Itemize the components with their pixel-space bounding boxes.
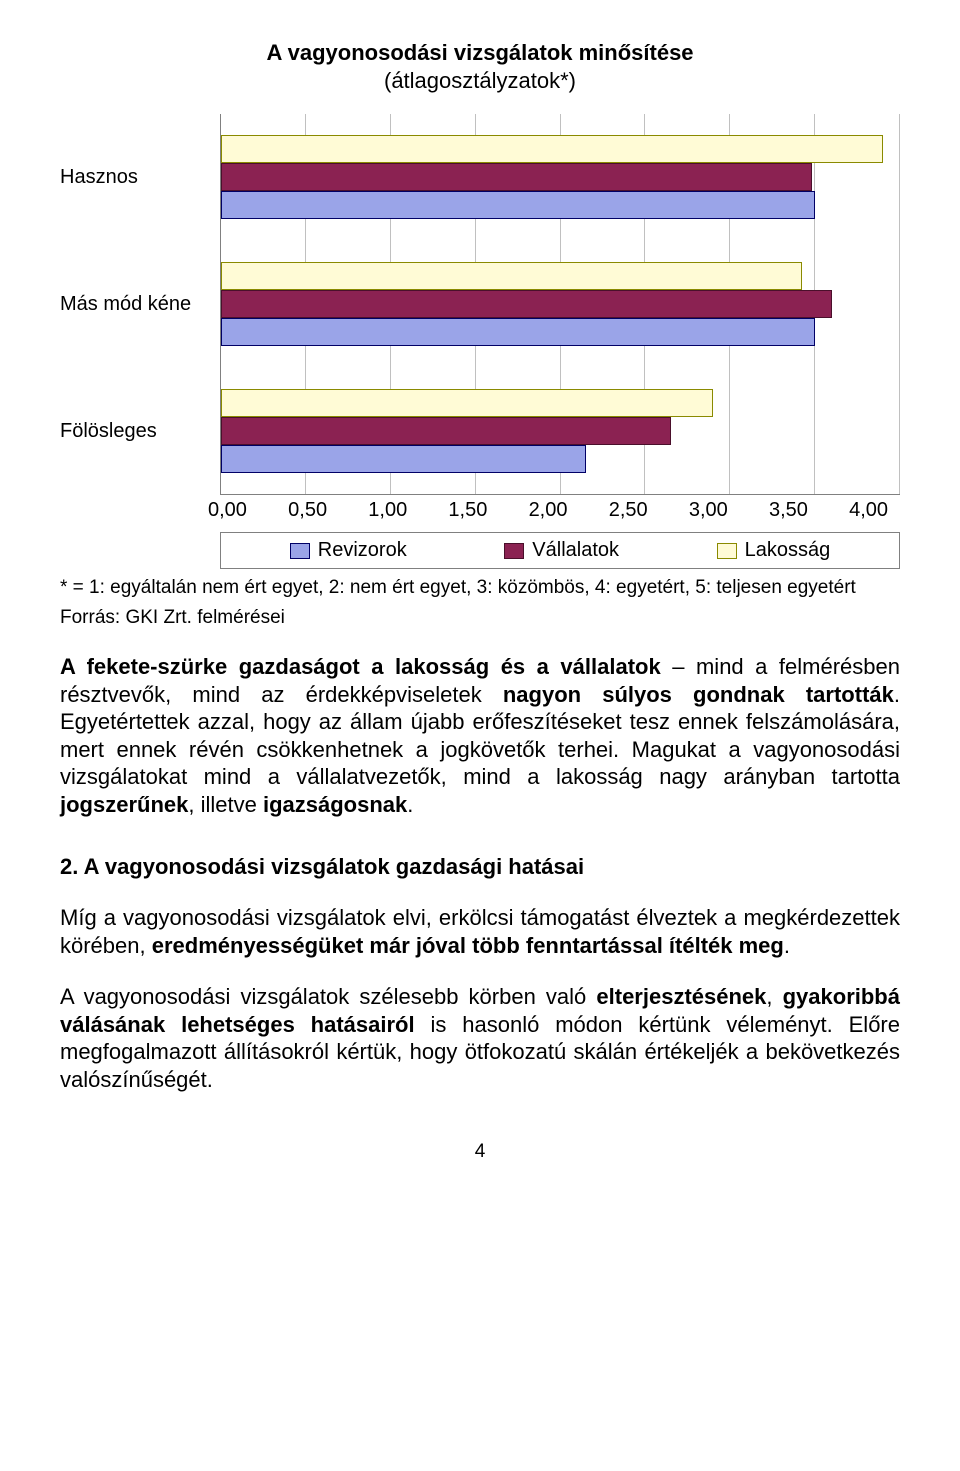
x-tick: 1,50 — [448, 499, 528, 522]
y-label: Fölösleges — [60, 372, 210, 492]
legend-label: Lakosság — [745, 539, 831, 562]
p1-bold-3: igazságosnak — [263, 792, 407, 817]
p3-text: A vagyonosodási vizsgálatok szélesebb kö… — [60, 984, 596, 1009]
p1-text: , illetve — [188, 792, 263, 817]
x-tick: 4,00 — [849, 499, 888, 522]
footnote-scale: * = 1: egyáltalán nem ért egyet, 2: nem … — [60, 577, 900, 599]
legend-label: Revizorok — [318, 539, 407, 562]
bar — [221, 290, 832, 318]
legend-label: Vállalatok — [532, 539, 619, 562]
bar — [221, 318, 815, 346]
chart-subtitle: (átlagosztályzatok*) — [60, 68, 900, 94]
p2-text: . — [784, 933, 790, 958]
page-number: 4 — [60, 1141, 900, 1163]
p3-text: , — [766, 984, 782, 1009]
p1-text: . — [407, 792, 413, 817]
x-tick: 0,00 — [208, 499, 288, 522]
y-label: Más mód kéne — [60, 245, 210, 365]
paragraph-2: Míg a vagyonosodási vizsgálatok elvi, er… — [60, 904, 900, 959]
legend-swatch — [717, 543, 737, 559]
y-axis-labels: Hasznos Más mód kéne Fölösleges — [60, 114, 220, 495]
legend-swatch — [290, 543, 310, 559]
bar-group — [221, 389, 900, 473]
legend: Revizorok Vállalatok Lakosság — [220, 532, 900, 569]
plot-area — [220, 114, 900, 495]
bar — [221, 191, 815, 219]
bar — [221, 417, 671, 445]
bar — [221, 445, 586, 473]
legend-item: Revizorok — [290, 539, 407, 562]
bar-group — [221, 262, 900, 346]
x-tick: 3,00 — [689, 499, 769, 522]
bar — [221, 262, 802, 290]
p1-bold-lead: A fekete-szürke gazdaságot a lakosság és… — [60, 654, 661, 679]
footnote-source: Forrás: GKI Zrt. felmérései — [60, 607, 900, 629]
p3-bold-1: elterjesztésének — [596, 984, 766, 1009]
x-tick: 0,50 — [288, 499, 368, 522]
legend-swatch — [504, 543, 524, 559]
legend-item: Lakosság — [717, 539, 831, 562]
chart-container: Hasznos Más mód kéne Fölösleges 0,000,50… — [60, 114, 900, 569]
paragraph-1: A fekete-szürke gazdaságot a lakosság és… — [60, 653, 900, 818]
p1-bold-2: jogszerűnek — [60, 792, 188, 817]
y-label: Hasznos — [60, 118, 210, 238]
chart-title: A vagyonosodási vizsgálatok minősítése — [60, 40, 900, 66]
x-tick: 2,50 — [609, 499, 689, 522]
bar-group — [221, 135, 900, 219]
x-tick: 1,00 — [368, 499, 448, 522]
bar — [221, 163, 812, 191]
bar — [221, 389, 713, 417]
section-heading: 2. A vagyonosodási vizsgálatok gazdasági… — [60, 854, 900, 880]
legend-item: Vállalatok — [504, 539, 619, 562]
p2-bold: eredményességüket már jóval több fenntar… — [152, 933, 784, 958]
bar — [221, 135, 883, 163]
p1-bold-1: nagyon súlyos gondnak tartották — [503, 682, 894, 707]
x-tick: 3,50 — [769, 499, 849, 522]
x-tick: 2,00 — [529, 499, 609, 522]
paragraph-3: A vagyonosodási vizsgálatok szélesebb kö… — [60, 983, 900, 1093]
bar-groups — [221, 114, 900, 494]
x-axis: 0,000,501,001,502,002,503,003,504,00 — [220, 499, 900, 522]
